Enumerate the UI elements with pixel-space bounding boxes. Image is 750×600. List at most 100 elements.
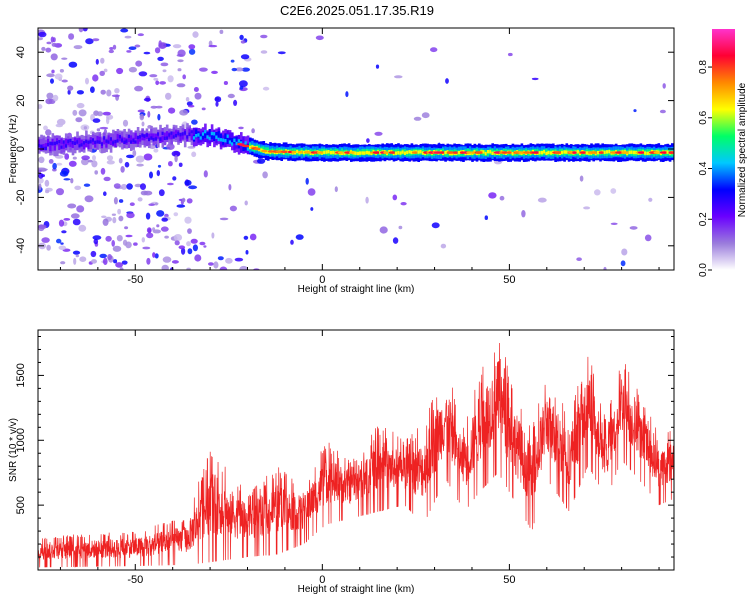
heatmap-cell (397, 151, 400, 155)
heatmap-cell (125, 234, 133, 238)
heatmap-cell (60, 242, 64, 245)
heatmap-cell (549, 151, 553, 155)
heatmap-cell (113, 259, 118, 264)
heatmap-cell (129, 202, 135, 206)
heatmap-cell (70, 213, 80, 219)
heatmap-cell (154, 253, 159, 259)
heatmap-panel: -50 0 50 -40 -20 0 20 40 Height of straight li… (8, 27, 675, 295)
heatmap-cell (392, 237, 399, 244)
heatmap-cell (165, 131, 169, 138)
heatmap-cell (119, 266, 124, 270)
heatmap-cell (136, 163, 144, 167)
heatmap-cell (51, 140, 55, 152)
heatmap-cell (608, 150, 611, 154)
heatmap-cell (152, 133, 156, 140)
heatmap-cell (188, 132, 191, 136)
heatmap-y-axis: -40 -20 0 20 40 (15, 27, 674, 271)
heatmap-cell (105, 139, 108, 143)
heatmap-cell (67, 139, 70, 144)
heatmap-cell (307, 188, 316, 196)
heatmap-cell (201, 107, 206, 111)
heatmap-cell (215, 132, 218, 139)
heatmap-cell (235, 136, 239, 143)
heatmap-cell (388, 151, 397, 154)
heatmap-cell (89, 140, 93, 144)
heatmap-cell (71, 141, 75, 148)
heatmap-cell (406, 150, 409, 155)
heatmap-cell (103, 191, 107, 196)
heatmap-cell (184, 216, 192, 224)
heatmap-cell (127, 137, 131, 149)
heatmap-cell (157, 56, 164, 62)
heatmap-cell (374, 131, 383, 136)
heatmap-cell (103, 136, 106, 140)
heatmap-cell (666, 150, 670, 154)
heatmap-cell (596, 151, 600, 155)
heatmap-cell (92, 38, 100, 42)
heatmap-cell (99, 126, 109, 130)
heatmap-cell (132, 149, 137, 157)
heatmap-cell (245, 250, 249, 255)
heatmap-cell (47, 143, 50, 147)
heatmap-cell (116, 67, 124, 75)
heatmap-cell (41, 46, 46, 51)
heatmap-cell (181, 133, 185, 140)
heatmap-cell (225, 257, 233, 264)
heatmap-cell (89, 138, 93, 149)
heatmap-cell (82, 142, 86, 150)
heatmap-cell (164, 235, 169, 239)
heatmap-cell (69, 140, 72, 147)
heatmap-cell (242, 144, 245, 152)
heatmap-cell (139, 135, 142, 142)
snr-series-line (38, 342, 674, 568)
heatmap-cell (365, 196, 369, 204)
heatmap-cell (46, 73, 55, 78)
heatmap-cell (174, 155, 178, 163)
heatmap-cell (249, 145, 252, 150)
heatmap-cell (136, 135, 140, 140)
heatmap-cell (68, 61, 78, 68)
heatmap-cell (211, 70, 218, 74)
heatmap-cell (167, 75, 174, 83)
heatmap-cell (120, 28, 129, 33)
heatmap-cell (114, 139, 117, 144)
heatmap-cell (139, 135, 142, 139)
heatmap-cell (100, 89, 106, 95)
colorbar: 0.0 0.2 0.4 0.6 0.8 Normalized spectral ampl… (698, 29, 748, 277)
heatmap-cell (140, 183, 146, 191)
heatmap-cell (543, 150, 546, 154)
heatmap-cell (60, 261, 66, 265)
heatmap-cell (152, 227, 156, 232)
heatmap-cell (379, 226, 388, 234)
heatmap-cell (240, 142, 243, 153)
heatmap-cell (201, 132, 205, 136)
heatmap-cell (38, 183, 42, 191)
heatmap-cell (80, 143, 84, 147)
heatmap-cell (499, 195, 505, 201)
heatmap-cell (90, 86, 95, 93)
heatmap-cell (148, 203, 155, 206)
heatmap-cell (67, 85, 74, 91)
heatmap-cell (95, 58, 99, 65)
heatmap-cell (213, 132, 216, 136)
heatmap-cell (134, 85, 144, 92)
heatmap-cell (240, 54, 250, 60)
heatmap-cell (173, 234, 183, 241)
heatmap-cell (576, 150, 580, 154)
heatmap-cell (457, 151, 461, 155)
heatmap-cell (419, 150, 423, 154)
heatmap-cell (172, 44, 182, 49)
heatmap-cell (85, 77, 89, 85)
heatmap-cell (103, 176, 111, 182)
heatmap-cell (215, 135, 218, 139)
heatmap-cell (68, 33, 75, 40)
heatmap-cell (100, 57, 105, 64)
heatmap-cell (394, 75, 403, 79)
heatmap-cell (75, 117, 83, 123)
heatmap-cell (109, 137, 113, 141)
heatmap-cell (257, 158, 266, 164)
heatmap-cell (159, 130, 162, 142)
heatmap-cell (78, 28, 84, 33)
heatmap-cell (199, 67, 208, 72)
snr-x-axis: -50 0 50 (59, 330, 660, 586)
